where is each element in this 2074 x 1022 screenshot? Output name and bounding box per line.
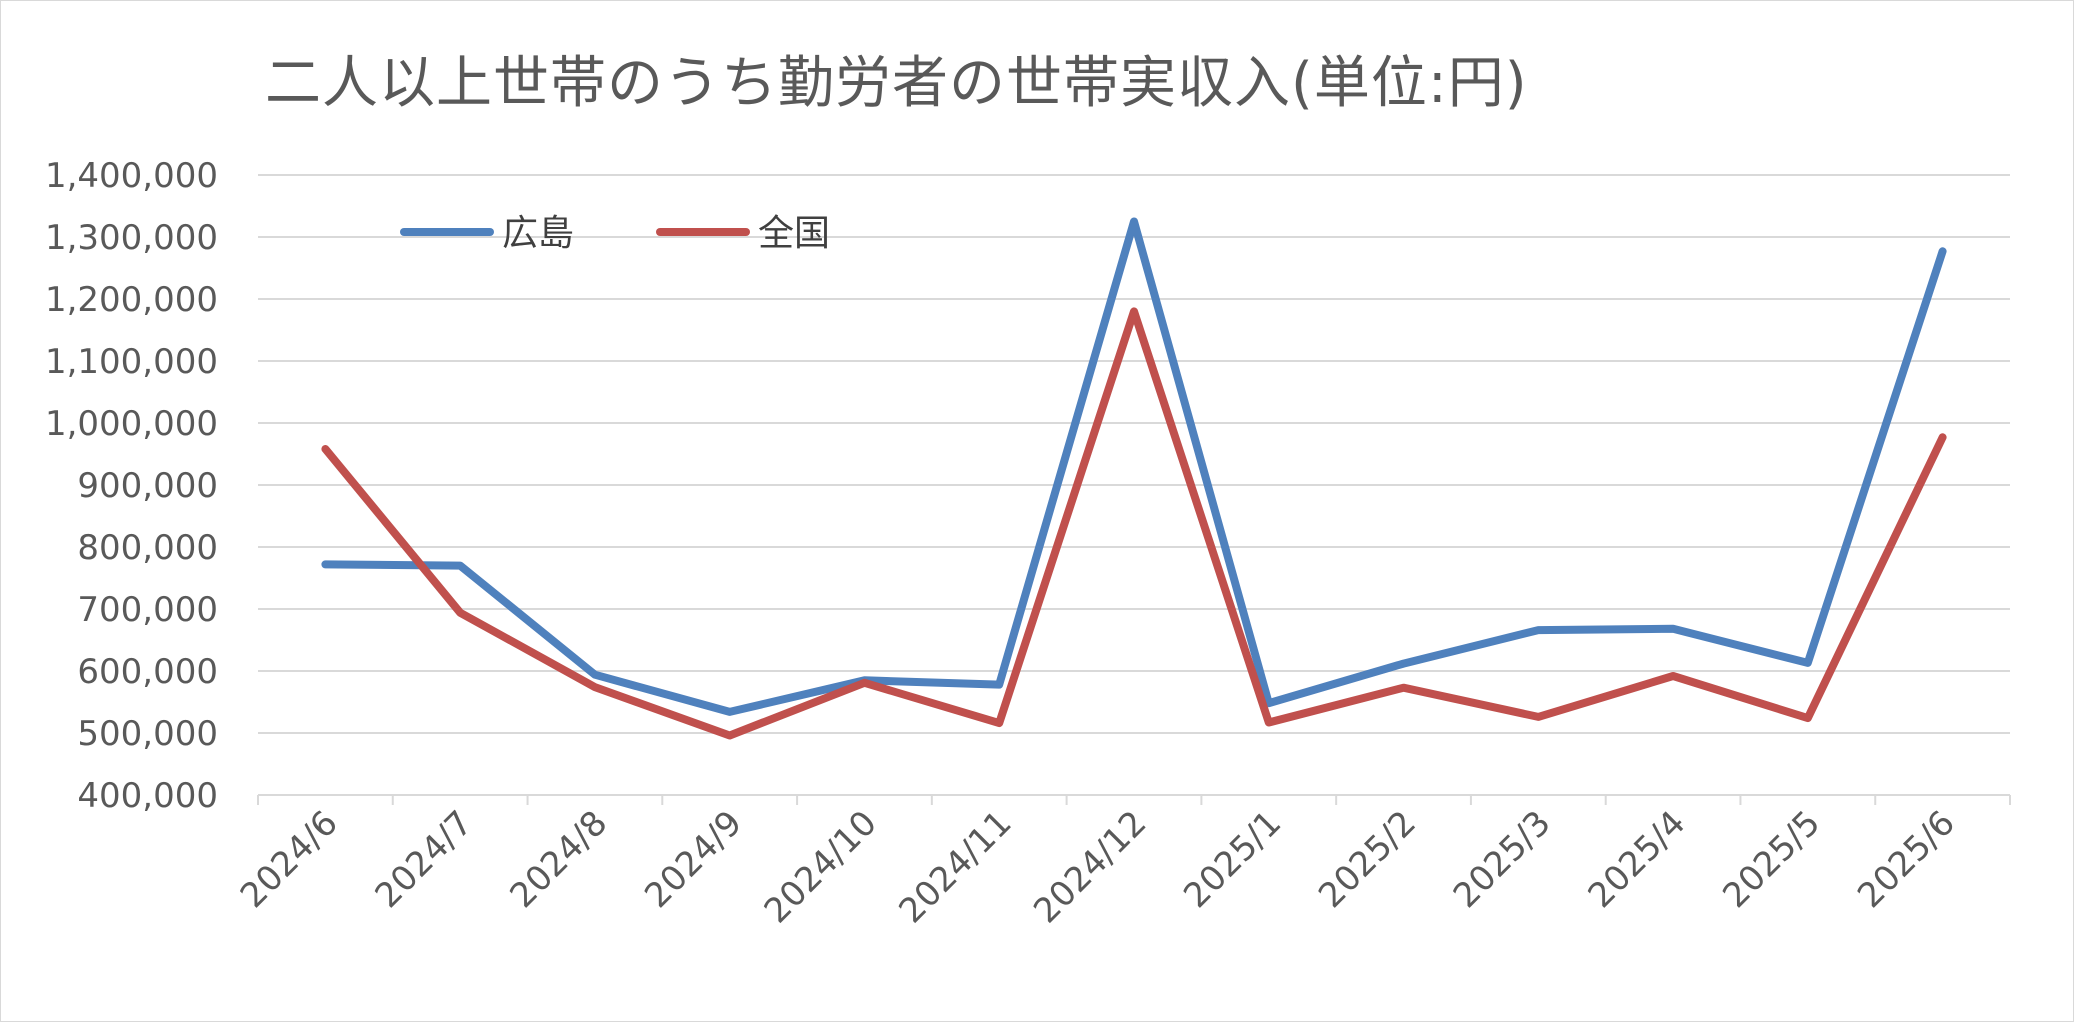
y-tick-label: 1,400,000 bbox=[45, 156, 218, 196]
x-tick-label: 2025/1 bbox=[1176, 803, 1289, 916]
y-tick-label: 1,100,000 bbox=[45, 342, 218, 382]
y-tick-label: 800,000 bbox=[77, 528, 218, 568]
legend-label: 広島 bbox=[502, 213, 574, 254]
y-tick-label: 500,000 bbox=[77, 714, 218, 754]
y-tick-label: 600,000 bbox=[77, 652, 218, 692]
x-tick-label: 2024/10 bbox=[757, 803, 885, 931]
x-tick-label: 2024/11 bbox=[891, 803, 1019, 931]
gridlines bbox=[258, 174, 2010, 734]
x-tick-label: 2024/6 bbox=[233, 803, 346, 916]
x-tick-label: 2025/5 bbox=[1715, 803, 1828, 916]
chart-title: 二人以上世帯のうち勤労者の世帯実収入(単位:円) bbox=[265, 51, 1528, 116]
y-tick-label: 900,000 bbox=[77, 466, 218, 506]
legend: 広島 全国 bbox=[400, 213, 830, 254]
x-tick-label: 2024/7 bbox=[368, 803, 481, 916]
x-axis: 2024/6 2024/7 2024/8 2024/9 2024/10 2024/11 20… bbox=[233, 794, 2011, 931]
x-tick-label: 2025/4 bbox=[1581, 803, 1694, 916]
x-tick-label: 2024/8 bbox=[502, 803, 615, 916]
x-tick-label: 2024/9 bbox=[637, 803, 750, 916]
x-tick-label: 2025/3 bbox=[1446, 803, 1559, 916]
x-tick-label: 2025/6 bbox=[1850, 803, 1963, 916]
y-tick-label: 1,000,000 bbox=[45, 404, 218, 444]
y-tick-label: 700,000 bbox=[77, 590, 218, 630]
y-axis-ticks: 400,000 500,000 600,000 700,000 800,000 900,0… bbox=[45, 156, 218, 816]
y-tick-label: 400,000 bbox=[77, 776, 218, 816]
y-tick-label: 1,300,000 bbox=[45, 218, 218, 258]
series-line-広島 bbox=[321, 217, 1947, 716]
y-tick-label: 1,200,000 bbox=[45, 280, 218, 320]
series-lines bbox=[321, 217, 1947, 740]
x-tick-label: 2024/12 bbox=[1026, 803, 1154, 931]
legend-label: 全国 bbox=[758, 213, 830, 254]
x-tick-label: 2025/2 bbox=[1311, 803, 1424, 916]
